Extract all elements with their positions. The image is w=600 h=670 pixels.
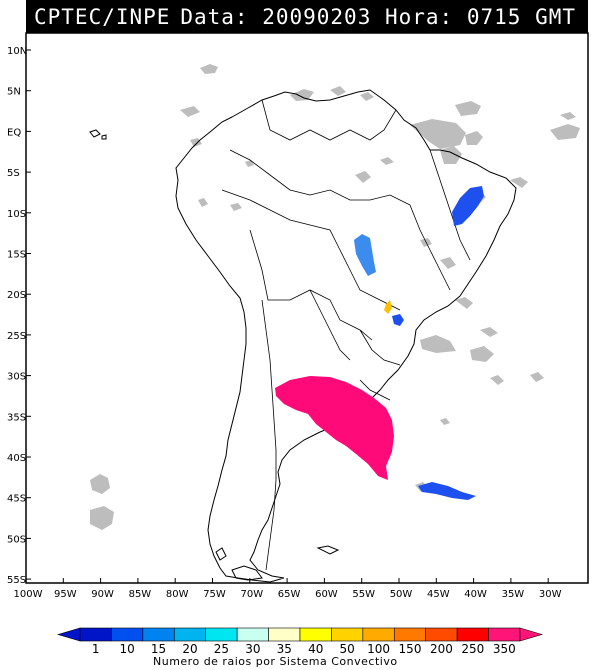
system-pink-large — [275, 376, 394, 480]
lat-label: 20S — [7, 290, 26, 301]
lat-label: 35S — [7, 412, 26, 423]
colorbar-tick-label: 250 — [461, 642, 485, 656]
colorbar-cell — [488, 627, 521, 642]
colorbar — [56, 627, 544, 642]
system-lightblue-central — [354, 234, 376, 276]
lon-label: 60W — [315, 589, 338, 600]
lon-label: 65W — [278, 589, 301, 600]
colorbar-tick-label: 25 — [213, 642, 230, 656]
lat-label: 10S — [7, 209, 26, 220]
convective-systems — [275, 186, 484, 500]
axis-ticks: 10N 5N EQ 5S 10S 15S 20S 25S 30S 35S 40S 45S 50S 55S 1… — [7, 46, 562, 600]
coastlines — [89, 89, 517, 583]
tierra-del-fuego — [215, 547, 263, 581]
lat-label: 5N — [7, 87, 21, 98]
datetime-label: Data: 20090203 Hora: 0715 GMT — [180, 5, 576, 29]
colorbar-cell — [111, 627, 144, 642]
lon-label: 85W — [129, 589, 152, 600]
colorbar-tick-label: 20 — [182, 642, 198, 656]
lat-label: 45S — [7, 494, 26, 505]
lon-label: 35W — [502, 589, 525, 600]
colorbar-cell — [299, 627, 332, 642]
lat-label: 5S — [7, 168, 20, 179]
lon-label: 75W — [203, 589, 226, 600]
lat-label: 55S — [7, 575, 26, 586]
lat-label: 15S — [7, 250, 26, 261]
colorbar-cell — [236, 627, 269, 642]
colorbar-cell — [205, 627, 238, 642]
colorbar-title: Numero de raios por Sistema Convectivo — [153, 655, 398, 668]
colorbar-tick-label: 40 — [308, 642, 324, 656]
colorbar-tick-label: 30 — [245, 642, 261, 656]
lat-label: 25S — [7, 331, 26, 342]
colorbar-tick-label: 35 — [276, 642, 292, 656]
lon-label: 45W — [427, 589, 450, 600]
colorbar-tick-label: 200 — [429, 642, 453, 656]
map-border — [25, 32, 589, 584]
lon-label: 40W — [464, 589, 487, 600]
system-yellow — [384, 300, 392, 314]
colorbar-cell — [173, 627, 207, 642]
lat-label: 30S — [7, 372, 26, 383]
lon-label: 90W — [91, 589, 114, 600]
system-blue-atlantic — [418, 482, 476, 500]
system-blue-northeast — [452, 186, 484, 226]
source-label: CPTEC/INPE — [34, 5, 171, 29]
lon-label: 100W — [14, 589, 43, 600]
map: 10N 5N EQ 5S 10S 15S 20S 25S 30S 35S 40S 45S 50S 55S 1… — [7, 32, 589, 600]
colorbar-cell — [331, 627, 364, 642]
country-borders — [221, 99, 471, 571]
lon-label: 80W — [166, 589, 189, 600]
lon-label: 30W — [539, 589, 562, 600]
lon-label: 55W — [352, 589, 375, 600]
lon-label: 70W — [240, 589, 263, 600]
lon-label: 50W — [390, 589, 413, 600]
colorbar-cell — [393, 627, 427, 642]
lat-label: 50S — [7, 534, 26, 545]
colorbar-tick-label: 10 — [119, 642, 135, 656]
colorbar-tick-label: 50 — [339, 642, 355, 656]
colorbar-cell — [142, 627, 175, 642]
colorbar-left-arrow — [56, 627, 81, 642]
lat-label: 40S — [7, 453, 26, 464]
colorbar-tick-label: 100 — [367, 642, 391, 656]
colorbar-right-arrow — [519, 627, 544, 642]
colorbar-tick-label: 350 — [492, 642, 516, 656]
colorbar-cell — [79, 627, 112, 642]
galapagos-islands — [89, 129, 107, 140]
colorbar-tick-label: 150 — [398, 642, 422, 656]
lat-label: EQ — [7, 127, 21, 138]
title-bar: CPTEC/INPE Data: 20090203 Hora: 0715 GMT — [26, 0, 588, 33]
lon-label: 95W — [54, 589, 77, 600]
lat-label: 10N — [7, 46, 27, 57]
colorbar-cell — [362, 627, 395, 642]
colorbar-cell — [425, 627, 458, 642]
colorbar-tick-label: 1 — [91, 642, 100, 656]
south-america-outline — [175, 89, 517, 583]
system-blue-southeast — [392, 314, 404, 326]
falkland-islands — [316, 545, 340, 555]
colorbar-cell — [456, 627, 489, 642]
colorbar-cell — [268, 627, 301, 642]
colorbar-tick-label: 15 — [150, 642, 167, 656]
